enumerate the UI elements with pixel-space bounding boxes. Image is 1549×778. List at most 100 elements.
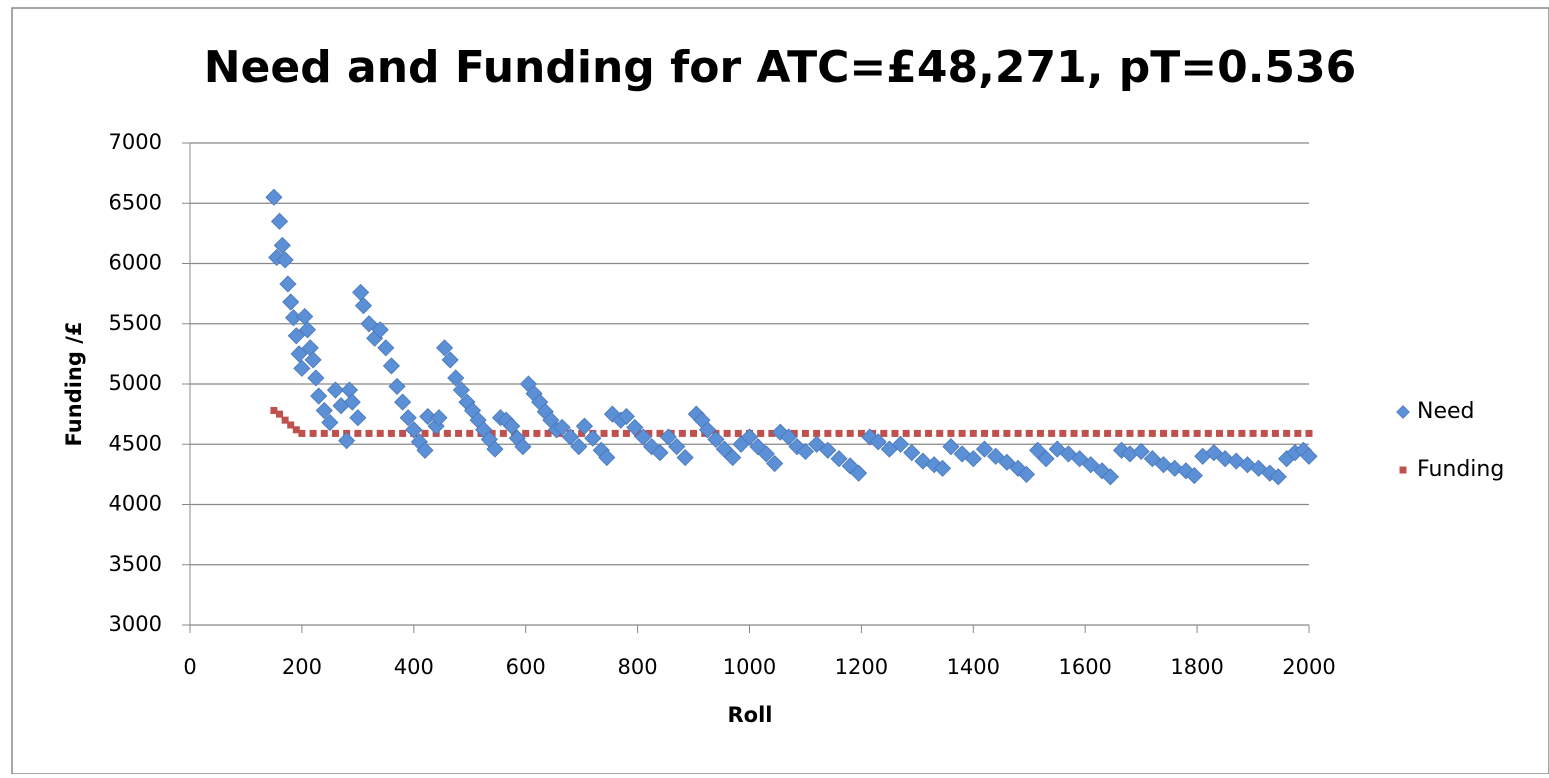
x-tick-label: 1000 [723, 655, 776, 679]
x-tick-label: 1400 [947, 655, 1000, 679]
funding-point [1014, 429, 1022, 437]
funding-point [270, 407, 278, 415]
funding-point [768, 429, 776, 437]
y-tick-label: 3500 [109, 552, 162, 576]
need-point [830, 450, 848, 468]
need-point [749, 438, 767, 456]
need-point [399, 409, 417, 427]
need-point [1132, 442, 1150, 461]
funding-point [1294, 429, 1302, 437]
funding-point [925, 429, 933, 437]
funding-point [443, 429, 451, 437]
funding-point [298, 429, 306, 437]
need-point [343, 393, 361, 411]
funding-point [936, 429, 944, 437]
need-point [405, 421, 423, 439]
funding-point [365, 429, 373, 437]
funding-point [969, 429, 977, 437]
funding-point [801, 429, 809, 437]
need-point [575, 417, 594, 435]
funding-point [578, 429, 586, 437]
y-tick-label: 6000 [109, 251, 162, 275]
need-point [757, 445, 775, 463]
x-tick-label: 1200 [835, 655, 888, 679]
need-point [1029, 441, 1047, 459]
need-point [819, 441, 837, 459]
need-point [371, 321, 389, 339]
funding-point [913, 429, 921, 437]
need-point [315, 401, 333, 420]
need-point [942, 438, 960, 456]
funding-point [1238, 429, 1246, 437]
need-point [282, 293, 300, 311]
need-point [724, 448, 742, 467]
x-tick-label: 0 [183, 655, 196, 679]
need-point [668, 438, 686, 456]
funding-point [522, 429, 530, 437]
need-point [304, 351, 322, 369]
need-point [514, 438, 532, 456]
need-point [1071, 450, 1089, 468]
funding-point [757, 429, 765, 437]
funding-point [276, 410, 284, 418]
funding-point [723, 429, 731, 437]
need-point [1082, 456, 1100, 474]
funding-point [421, 429, 429, 437]
y-tick-label: 4500 [109, 431, 162, 455]
funding-point [320, 429, 328, 437]
need-point [1059, 445, 1077, 463]
y-tick-label: 7000 [109, 130, 162, 154]
need-point [553, 418, 571, 436]
need-point [570, 438, 588, 456]
funding-point [1160, 429, 1168, 437]
need-point [310, 387, 328, 405]
funding-point [611, 429, 619, 437]
need-point [891, 435, 910, 453]
funding-point [1271, 429, 1279, 437]
need-point [290, 345, 308, 363]
x-tick-label: 800 [618, 655, 658, 679]
need-point [850, 464, 868, 482]
funding-point [1104, 429, 1112, 437]
funding-point [488, 429, 496, 437]
need-point [276, 251, 294, 269]
funding-point [1305, 429, 1313, 437]
need-point [388, 377, 406, 395]
funding-point [1193, 429, 1201, 437]
legend-label: Need [1417, 399, 1475, 424]
funding-point [980, 429, 988, 437]
funding-point [331, 429, 339, 437]
funding-point [544, 429, 552, 437]
need-point [441, 351, 459, 369]
need-point [430, 409, 448, 427]
need-point [1300, 447, 1318, 465]
need-point [349, 409, 367, 427]
chart-title: Need and Funding for ATC=£48,271, pT=0.5… [204, 42, 1357, 93]
need-point [447, 369, 465, 387]
need-point [1185, 467, 1203, 485]
funding-point [1182, 429, 1190, 437]
y-tick-label: 5500 [109, 311, 162, 335]
funding-point [600, 429, 608, 437]
need-point [1216, 450, 1234, 468]
funding-point [902, 429, 910, 437]
need-point [270, 212, 289, 230]
need-point [975, 440, 994, 458]
funding-point [1126, 429, 1134, 437]
funding-point [1036, 429, 1044, 437]
need-point [964, 450, 982, 468]
funding-point [533, 429, 541, 437]
need-point [676, 448, 694, 467]
need-point [634, 428, 652, 446]
funding-point [1227, 429, 1235, 437]
funding-point [656, 429, 664, 437]
need-point [869, 433, 887, 451]
y-tick-label: 5000 [109, 371, 162, 395]
funding-point [1092, 429, 1100, 437]
need-point [265, 188, 283, 206]
funding-point [376, 429, 384, 437]
funding-point [287, 421, 295, 429]
need-point [382, 357, 400, 375]
need-point [436, 339, 454, 357]
y-tick-label: 3000 [109, 612, 162, 636]
